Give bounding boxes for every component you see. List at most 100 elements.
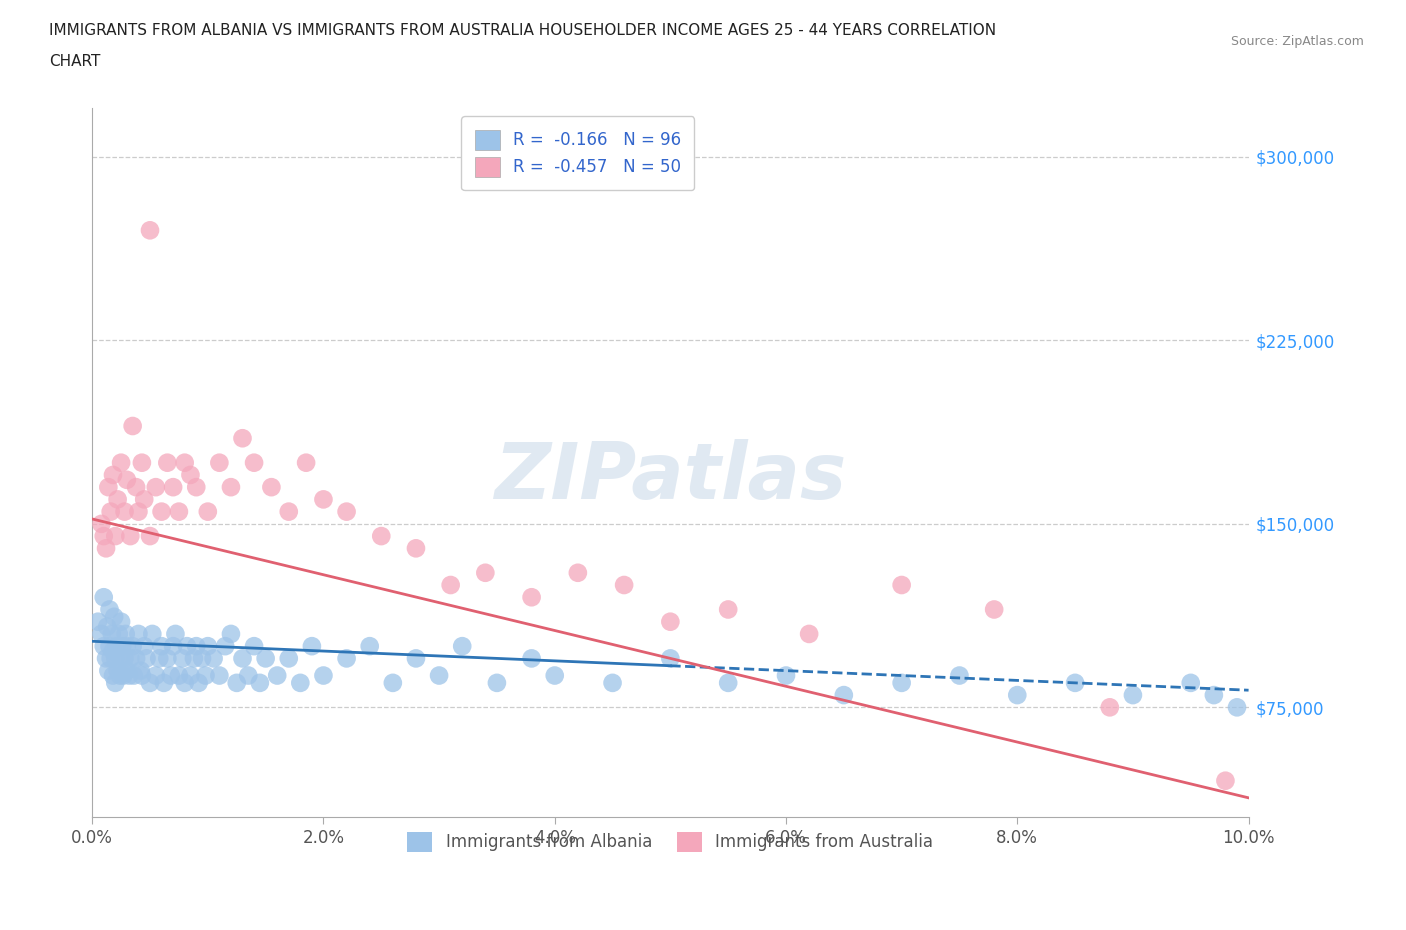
Point bbox=[208, 456, 231, 471]
Point bbox=[544, 668, 567, 683]
Point bbox=[440, 578, 463, 592]
Point bbox=[145, 480, 167, 495]
Point bbox=[312, 668, 335, 683]
Point bbox=[101, 644, 124, 658]
Point bbox=[659, 615, 682, 630]
Point bbox=[97, 663, 120, 678]
Point bbox=[775, 668, 797, 683]
Point bbox=[165, 627, 187, 642]
Point bbox=[120, 651, 142, 666]
Point bbox=[97, 480, 120, 495]
Point bbox=[120, 528, 142, 543]
Point bbox=[103, 609, 125, 624]
Point bbox=[186, 639, 208, 654]
Point bbox=[295, 456, 318, 471]
Point bbox=[359, 639, 381, 654]
Point bbox=[797, 627, 820, 642]
Point bbox=[94, 541, 117, 556]
Point bbox=[832, 687, 855, 702]
Point bbox=[277, 651, 299, 666]
Point bbox=[114, 627, 136, 642]
Point bbox=[121, 418, 143, 433]
Point bbox=[520, 651, 543, 666]
Point bbox=[567, 565, 589, 580]
Point bbox=[114, 651, 136, 666]
Point bbox=[110, 456, 132, 471]
Point bbox=[110, 651, 132, 666]
Point bbox=[191, 651, 214, 666]
Point bbox=[219, 627, 242, 642]
Point bbox=[108, 668, 131, 683]
Point bbox=[121, 639, 143, 654]
Point bbox=[405, 651, 427, 666]
Point bbox=[890, 675, 912, 690]
Point bbox=[115, 639, 138, 654]
Point bbox=[134, 492, 156, 507]
Point bbox=[100, 504, 122, 519]
Point bbox=[231, 651, 253, 666]
Point bbox=[173, 675, 195, 690]
Point bbox=[156, 651, 179, 666]
Point bbox=[127, 627, 149, 642]
Point bbox=[107, 663, 129, 678]
Point bbox=[186, 480, 208, 495]
Point bbox=[125, 651, 148, 666]
Point bbox=[104, 528, 127, 543]
Point bbox=[613, 578, 636, 592]
Point bbox=[101, 468, 124, 483]
Point bbox=[312, 492, 335, 507]
Point bbox=[717, 675, 740, 690]
Point bbox=[93, 528, 115, 543]
Point bbox=[1226, 700, 1249, 715]
Point bbox=[260, 480, 283, 495]
Point bbox=[194, 668, 217, 683]
Point bbox=[520, 590, 543, 604]
Point bbox=[1215, 773, 1237, 788]
Point bbox=[202, 651, 225, 666]
Point bbox=[131, 456, 153, 471]
Point bbox=[114, 504, 136, 519]
Point bbox=[107, 492, 129, 507]
Point bbox=[98, 639, 121, 654]
Point bbox=[104, 675, 127, 690]
Point bbox=[231, 431, 253, 445]
Point bbox=[118, 668, 141, 683]
Point bbox=[172, 651, 194, 666]
Point bbox=[179, 468, 201, 483]
Point bbox=[214, 639, 236, 654]
Point bbox=[112, 668, 135, 683]
Point bbox=[254, 651, 277, 666]
Point bbox=[93, 590, 115, 604]
Point bbox=[370, 528, 392, 543]
Point bbox=[187, 675, 209, 690]
Point bbox=[405, 541, 427, 556]
Point bbox=[122, 668, 145, 683]
Point bbox=[139, 223, 162, 238]
Point bbox=[104, 651, 127, 666]
Point bbox=[890, 578, 912, 592]
Text: CHART: CHART bbox=[49, 54, 101, 69]
Point bbox=[301, 639, 323, 654]
Point bbox=[485, 675, 508, 690]
Point bbox=[238, 668, 260, 683]
Point bbox=[162, 639, 184, 654]
Point bbox=[983, 602, 1005, 617]
Point bbox=[101, 668, 124, 683]
Point bbox=[100, 651, 122, 666]
Point bbox=[602, 675, 624, 690]
Point bbox=[197, 639, 219, 654]
Point bbox=[659, 651, 682, 666]
Point bbox=[134, 639, 156, 654]
Point bbox=[115, 663, 138, 678]
Point bbox=[179, 668, 201, 683]
Point bbox=[474, 565, 496, 580]
Point bbox=[277, 504, 299, 519]
Point bbox=[208, 668, 231, 683]
Point bbox=[90, 627, 112, 642]
Point bbox=[183, 651, 205, 666]
Point bbox=[266, 668, 288, 683]
Point bbox=[336, 504, 359, 519]
Point bbox=[107, 627, 129, 642]
Point bbox=[162, 480, 184, 495]
Point bbox=[1202, 687, 1225, 702]
